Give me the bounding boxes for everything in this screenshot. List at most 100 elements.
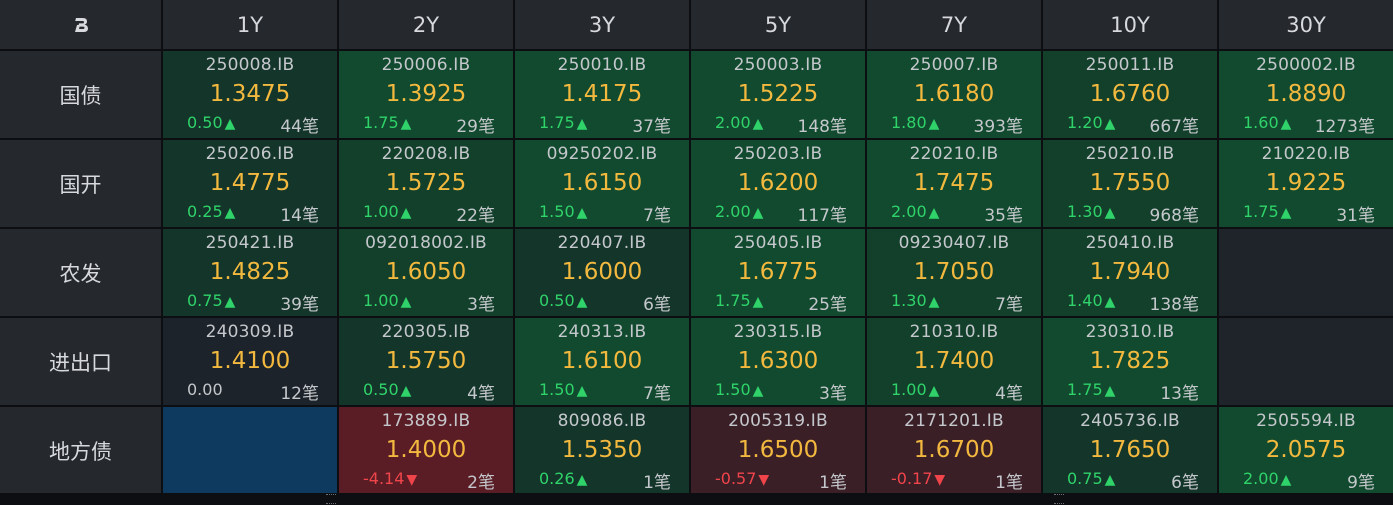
- tenor-header-30y[interactable]: 30Y: [1219, 0, 1393, 49]
- quote-cell-guokai-1y[interactable]: 250206.IB 1.4775 0.25 ▲ 14笔: [163, 140, 337, 227]
- bond-code: 220208.IB: [381, 144, 471, 164]
- trade-count: 1笔: [995, 473, 1023, 493]
- quote-cell-nongfa-2y[interactable]: 092018002.IB 1.6050 1.00 ▲ 3笔: [339, 229, 513, 316]
- tenor-header-1y[interactable]: 1Y: [163, 0, 337, 49]
- row-label-guokai[interactable]: 国开: [0, 140, 161, 227]
- change-value: 1.80 ▲: [891, 113, 939, 132]
- bond-code: 2171201.IB: [904, 411, 1004, 431]
- quote-cell-guozhai-1y[interactable]: 250008.IB 1.3475 0.50 ▲ 44笔: [163, 51, 337, 138]
- arrow-up-icon: ▲: [1280, 116, 1292, 132]
- arrow-up-icon: ▲: [1104, 205, 1116, 221]
- trade-count: 1笔: [819, 473, 847, 493]
- bond-code: 09230407.IB: [898, 233, 1010, 253]
- bond-code: 173889.IB: [381, 411, 471, 431]
- change-value: 0.26 ▲: [539, 469, 587, 488]
- logo-cell[interactable]: [0, 0, 161, 49]
- quote-cell-jinchukou-3y[interactable]: 240313.IB 1.6100 1.50 ▲ 7笔: [515, 318, 689, 405]
- tenor-header-10y[interactable]: 10Y: [1043, 0, 1217, 49]
- quote-cell-guokai-30y[interactable]: 210220.IB 1.9225 1.75 ▲ 31笔: [1219, 140, 1393, 227]
- yield-value: 1.6300: [737, 348, 819, 374]
- yield-value: 1.6200: [737, 170, 819, 196]
- change-value: 1.00 ▲: [891, 380, 939, 399]
- quote-cell-jinchukou-10y[interactable]: 230310.IB 1.7825 1.75 ▲ 13笔: [1043, 318, 1217, 405]
- tenor-header-7y[interactable]: 7Y: [867, 0, 1041, 49]
- trade-count: 7笔: [643, 206, 671, 226]
- trade-count: 4笔: [467, 384, 495, 404]
- quote-cell-nongfa-7y[interactable]: 09230407.IB 1.7050 1.30 ▲ 7笔: [867, 229, 1041, 316]
- bond-code: 250405.IB: [733, 233, 823, 253]
- tenor-header-2y[interactable]: 2Y: [339, 0, 513, 49]
- quote-cell-empty: [1219, 318, 1393, 405]
- arrow-up-icon: ▲: [1280, 205, 1292, 221]
- quote-cell-difangzhai-1y[interactable]: [163, 407, 337, 494]
- quote-cell-nongfa-10y[interactable]: 250410.IB 1.7940 1.40 ▲ 138笔: [1043, 229, 1217, 316]
- trade-count: 14笔: [280, 206, 319, 226]
- quote-cell-guokai-2y[interactable]: 220208.IB 1.5725 1.00 ▲ 22笔: [339, 140, 513, 227]
- yield-value: 2.0575: [1265, 437, 1347, 463]
- quote-cell-guozhai-3y[interactable]: 250010.IB 1.4175 1.75 ▲ 37笔: [515, 51, 689, 138]
- quote-cell-jinchukou-1y[interactable]: 240309.IB 1.4100 0.00 12笔: [163, 318, 337, 405]
- yield-value: 1.4825: [209, 259, 291, 285]
- column-resize-grip[interactable]: [1054, 494, 1064, 504]
- bond-code: 220305.IB: [381, 322, 471, 342]
- change-value: 1.60 ▲: [1243, 113, 1291, 132]
- change-value: 2.00 ▲: [1243, 469, 1291, 488]
- row-label-jinchukou[interactable]: 进出口: [0, 318, 161, 405]
- change-text: 2.00: [1243, 469, 1279, 488]
- change-text: 2.00: [891, 202, 927, 221]
- quote-cell-guozhai-7y[interactable]: 250007.IB 1.6180 1.80 ▲ 393笔: [867, 51, 1041, 138]
- change-value: -4.14 ▼: [363, 469, 417, 488]
- quote-cell-difangzhai-5y[interactable]: 2005319.IB 1.6500 -0.57 ▼ 1笔: [691, 407, 865, 494]
- change-text: 1.50: [539, 380, 575, 399]
- row-label-nongfa[interactable]: 农发: [0, 229, 161, 316]
- yield-value: 1.7550: [1089, 170, 1171, 196]
- yield-value: 1.8890: [1265, 81, 1347, 107]
- change-text: 1.40: [1067, 291, 1103, 310]
- column-resize-grip[interactable]: [326, 494, 336, 504]
- bond-code: 092018002.IB: [365, 233, 487, 253]
- quote-cell-difangzhai-2y[interactable]: 173889.IB 1.4000 -4.14 ▼ 2笔: [339, 407, 513, 494]
- bond-code: 210220.IB: [1261, 144, 1351, 164]
- quote-cell-guozhai-30y[interactable]: 2500002.IB 1.8890 1.60 ▲ 1273笔: [1219, 51, 1393, 138]
- quote-cell-difangzhai-3y[interactable]: 809086.IB 1.5350 0.26 ▲ 1笔: [515, 407, 689, 494]
- yield-value: 1.7400: [913, 348, 995, 374]
- quote-cell-guokai-7y[interactable]: 220210.IB 1.7475 2.00 ▲ 35笔: [867, 140, 1041, 227]
- quote-cell-guokai-5y[interactable]: 250203.IB 1.6200 2.00 ▲ 117笔: [691, 140, 865, 227]
- change-text: 1.00: [363, 202, 399, 221]
- yield-value: 1.7475: [913, 170, 995, 196]
- arrow-up-icon: ▲: [752, 116, 764, 132]
- change-text: 0.50: [187, 113, 223, 132]
- change-value: 1.75 ▲: [539, 113, 587, 132]
- quote-cell-jinchukou-7y[interactable]: 210310.IB 1.7400 1.00 ▲ 4笔: [867, 318, 1041, 405]
- change-text: -0.17: [891, 469, 933, 488]
- quote-cell-jinchukou-2y[interactable]: 220305.IB 1.5750 0.50 ▲ 4笔: [339, 318, 513, 405]
- quote-cell-jinchukou-5y[interactable]: 230315.IB 1.6300 1.50 ▲ 3笔: [691, 318, 865, 405]
- bond-code: 230310.IB: [1085, 322, 1175, 342]
- row-label-guozhai[interactable]: 国债: [0, 51, 161, 138]
- quote-cell-guozhai-2y[interactable]: 250006.IB 1.3925 1.75 ▲ 29笔: [339, 51, 513, 138]
- change-text: 1.00: [891, 380, 927, 399]
- quote-cell-nongfa-3y[interactable]: 220407.IB 1.6000 0.50 ▲ 6笔: [515, 229, 689, 316]
- quote-cell-guokai-10y[interactable]: 250210.IB 1.7550 1.30 ▲ 968笔: [1043, 140, 1217, 227]
- yield-matrix: 1Y 2Y 3Y 5Y 7Y 10Y 30Y 国债 250008.IB 1.3475…: [0, 0, 1393, 494]
- bond-code: 09250202.IB: [546, 144, 658, 164]
- quote-cell-difangzhai-30y[interactable]: 2505594.IB 2.0575 2.00 ▲ 9笔: [1219, 407, 1393, 494]
- quote-cell-nongfa-5y[interactable]: 250405.IB 1.6775 1.75 ▲ 25笔: [691, 229, 865, 316]
- yield-value: 1.4775: [209, 170, 291, 196]
- row-label-difangzhai[interactable]: 地方债: [0, 407, 161, 494]
- quote-cell-guokai-3y[interactable]: 09250202.IB 1.6150 1.50 ▲ 7笔: [515, 140, 689, 227]
- arrow-up-icon: ▲: [400, 205, 412, 221]
- trade-count: 6笔: [643, 295, 671, 315]
- quote-cell-guozhai-5y[interactable]: 250003.IB 1.5225 2.00 ▲ 148笔: [691, 51, 865, 138]
- yield-value: 1.7650: [1089, 437, 1171, 463]
- change-value: 1.75 ▲: [1067, 380, 1115, 399]
- bond-code: 250011.IB: [1085, 55, 1175, 75]
- change-text: 0.75: [187, 291, 223, 310]
- tenor-header-3y[interactable]: 3Y: [515, 0, 689, 49]
- quote-cell-difangzhai-7y[interactable]: 2171201.IB 1.6700 -0.17 ▼ 1笔: [867, 407, 1041, 494]
- quote-cell-guozhai-10y[interactable]: 250011.IB 1.6760 1.20 ▲ 667笔: [1043, 51, 1217, 138]
- quote-cell-difangzhai-10y[interactable]: 2405736.IB 1.7650 0.75 ▲ 6笔: [1043, 407, 1217, 494]
- tenor-header-5y[interactable]: 5Y: [691, 0, 865, 49]
- quote-cell-nongfa-1y[interactable]: 250421.IB 1.4825 0.75 ▲ 39笔: [163, 229, 337, 316]
- change-value: 0.50 ▲: [363, 380, 411, 399]
